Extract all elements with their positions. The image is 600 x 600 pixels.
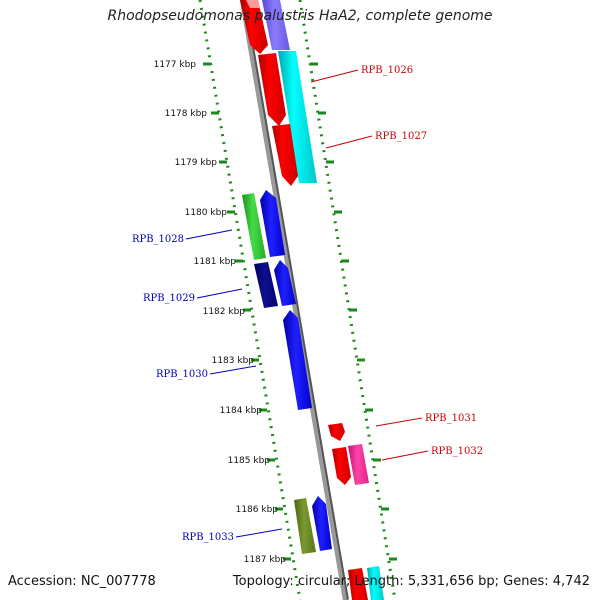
tick-label: 1184 kbp <box>220 406 263 416</box>
gene-label-rpb-1032: RPB_1032 <box>431 446 483 457</box>
gene-arrow-blue-c <box>283 310 312 410</box>
tick-label: 1183 kbp <box>212 356 255 366</box>
gene-label-rpb-1030: RPB_1030 <box>156 369 208 380</box>
gene-label-rpb-1033: RPB_1033 <box>182 532 234 543</box>
gene-label-rpb-1027: RPB_1027 <box>375 131 427 142</box>
gene-arrow-blue-a <box>260 190 285 257</box>
tick-label: 1187 kbp <box>244 555 287 565</box>
gene-label-rpb-1028: RPB_1028 <box>132 234 184 245</box>
gene-arrow-green <box>242 193 266 260</box>
tick-labels: 1177 kbp 1178 kbp 1179 kbp 1180 kbp 1181… <box>154 60 287 565</box>
gene-arrow-bottom-red <box>348 568 368 600</box>
inner-tick-marks <box>203 62 291 561</box>
gene-arrow-red-1032 <box>332 447 351 485</box>
gene-arrow-red-1031 <box>328 423 345 441</box>
gene-arrow-cyan <box>278 51 317 183</box>
tick-label: 1181 kbp <box>194 257 237 267</box>
outer-tick-marks <box>310 62 397 561</box>
topology-text: Topology: circular; Length: 5,331,656 bp… <box>232 574 590 589</box>
gene-arrow-top-red <box>240 0 268 54</box>
gene-arrow-bottom-cyan <box>367 566 384 600</box>
tick-label: 1186 kbp <box>236 505 279 515</box>
tick-label: 1182 kbp <box>203 307 246 317</box>
tick-label: 1179 kbp <box>175 158 218 168</box>
gene-arrow-top-purple <box>262 0 290 50</box>
gene-arrow-olive <box>294 498 316 554</box>
gene-arrow-blue-d <box>312 496 332 551</box>
tick-label: 1180 kbp <box>185 208 228 218</box>
page-title: Rhodopseudomonas palustris HaA2, complet… <box>107 8 493 24</box>
gene-arrow-red-1026 <box>258 53 286 126</box>
tick-label: 1177 kbp <box>154 60 197 70</box>
gene-label-rpb-1031: RPB_1031 <box>425 413 477 424</box>
tick-label: 1185 kbp <box>228 456 271 466</box>
leader-lines <box>185 69 429 538</box>
gene-arrow-navy <box>254 262 278 308</box>
tick-label: 1178 kbp <box>165 109 208 119</box>
gene-arrow-top-pink <box>246 0 260 8</box>
gene-arrow-pink <box>348 444 369 485</box>
gene-label-rpb-1029: RPB_1029 <box>143 293 195 304</box>
accession-text: Accession: NC_007778 <box>8 574 156 589</box>
gene-arrow-red-1027 <box>272 124 298 186</box>
gene-arrow-blue-b <box>274 260 296 306</box>
gene-label-rpb-1026: RPB_1026 <box>361 65 413 76</box>
inner-tick-dotline <box>198 0 302 600</box>
